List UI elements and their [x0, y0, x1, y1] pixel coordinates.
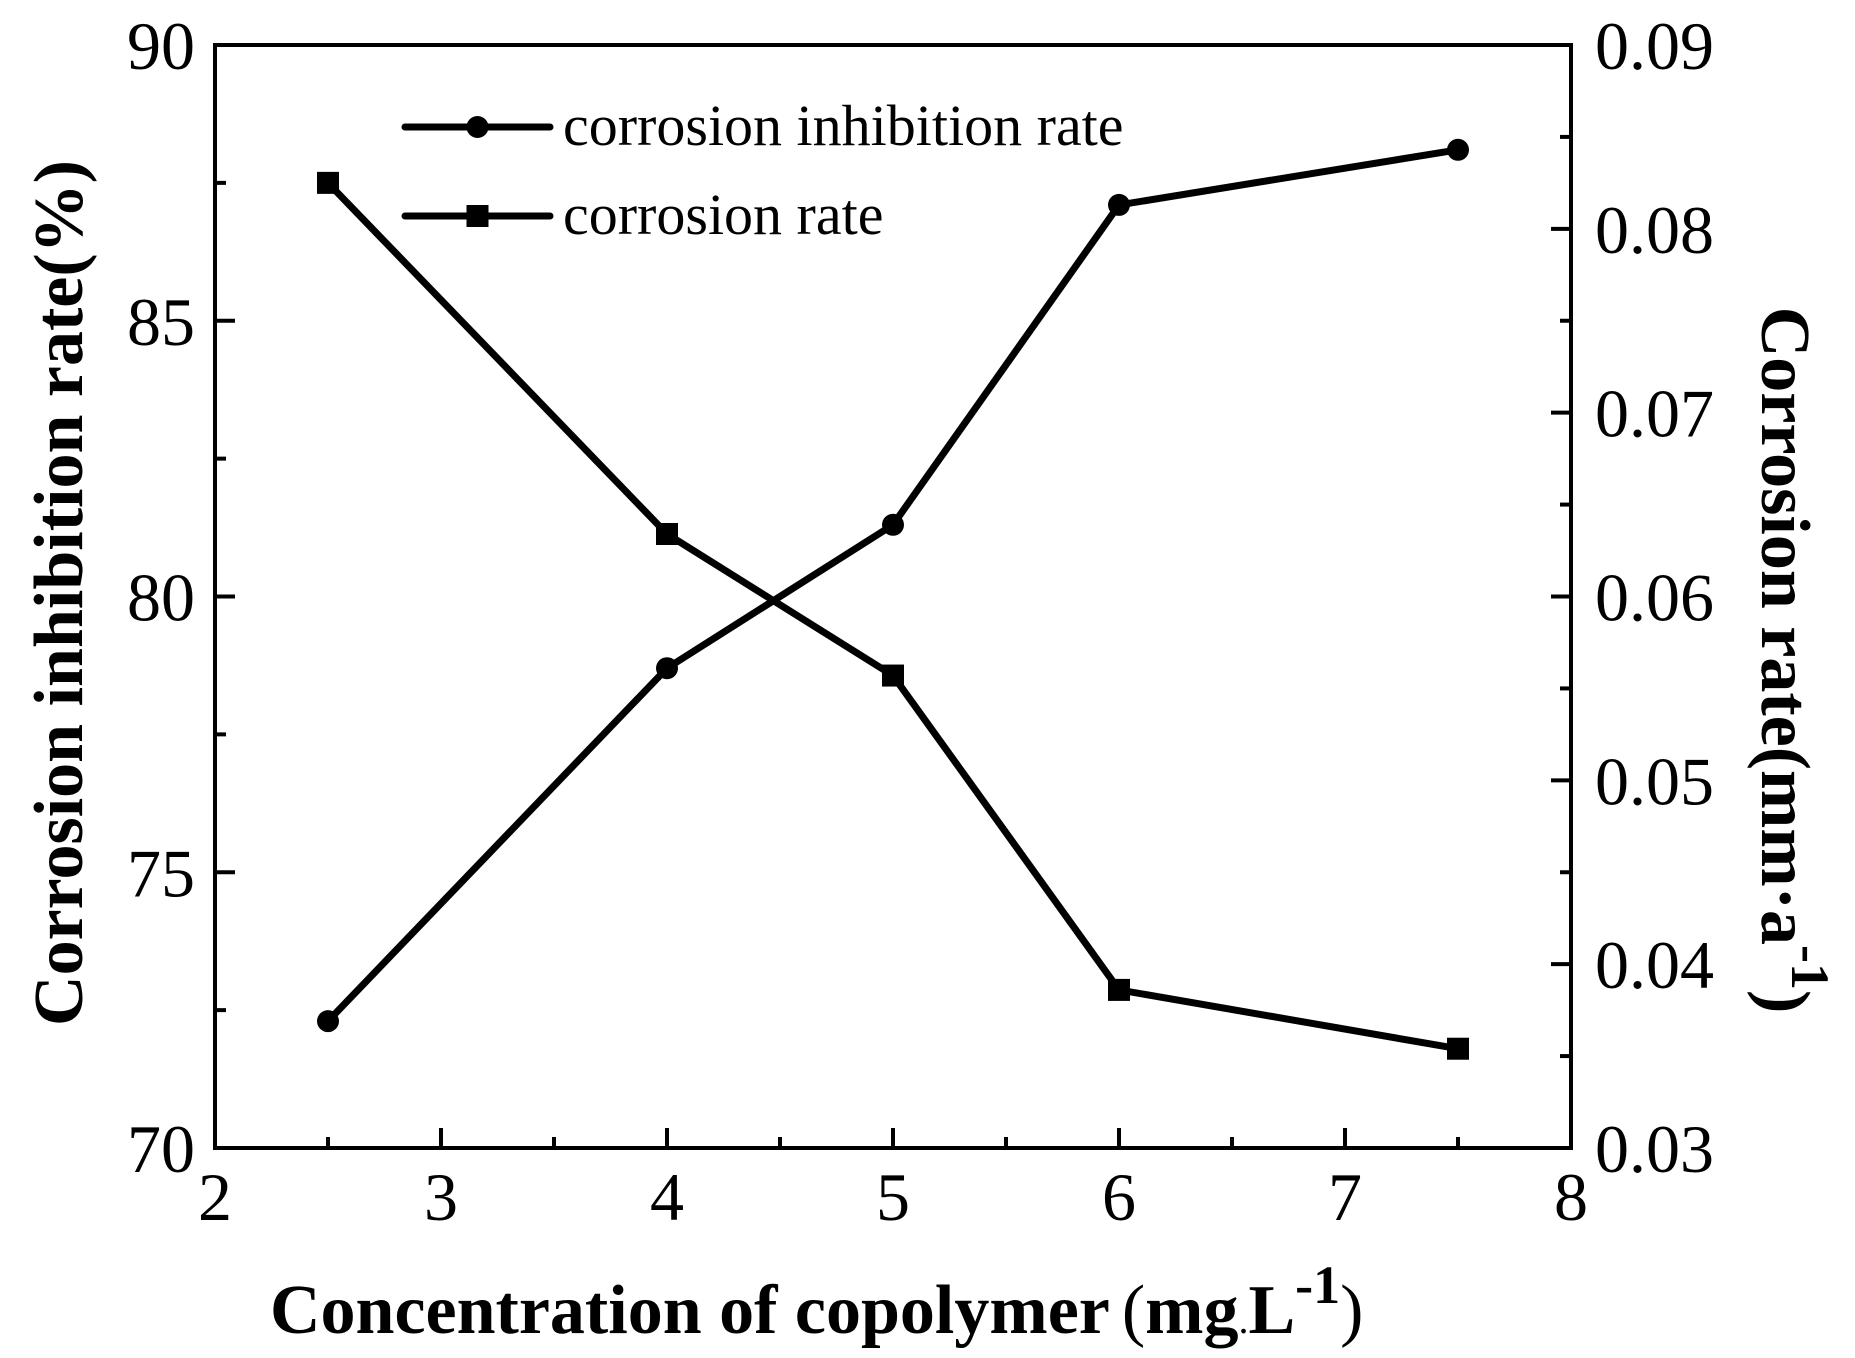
data-point-corrosion-inhibition-rate — [317, 1010, 339, 1033]
data-point-corrosion-rate — [317, 171, 339, 194]
y-left-axis-title: Corrosion inhibition rate(%) — [21, 160, 98, 1026]
x-tick-label: 8 — [1554, 1159, 1588, 1235]
y-right-tick-label: 0.04 — [1595, 927, 1714, 1003]
data-point-corrosion-rate — [882, 664, 904, 687]
x-tick-label: 2 — [198, 1159, 232, 1235]
ticks: 2 3 4 5 6 7 8 70 75 80 85 90 0.03 0.04 0.05 0.06 0.07 0.0… — [127, 8, 1714, 1235]
x-tick-label: 3 — [424, 1159, 458, 1235]
series-line-corrosion-inhibition-rate — [324, 146, 1462, 1025]
legend-marker-corrosion-rate — [466, 205, 489, 227]
legend-label-corrosion-rate: corrosion rate — [563, 182, 883, 247]
series-line-corrosion-rate — [324, 179, 1462, 1053]
data-point-corrosion-inhibition-rate — [1447, 138, 1469, 161]
x-tick-label: 5 — [876, 1159, 910, 1235]
legend-label-corrosion-inhibition-rate: corrosion inhibition rate — [563, 93, 1124, 158]
y-left-tick-label: 70 — [127, 1111, 195, 1187]
data-point-corrosion-rate — [656, 522, 678, 545]
y-right-tick-label: 0.03 — [1595, 1111, 1714, 1187]
data-point-corrosion-inhibition-rate — [656, 657, 678, 680]
data-point-corrosion-rate — [1108, 978, 1130, 1001]
data-point-corrosion-inhibition-rate — [882, 513, 904, 536]
x-tick-label: 6 — [1102, 1159, 1136, 1235]
y-right-tick-label: 0.06 — [1595, 560, 1714, 636]
y-right-tick-label: 0.05 — [1595, 743, 1714, 819]
series — [317, 138, 1469, 1060]
y-right-tick-label: 0.08 — [1595, 192, 1714, 268]
legend: corrosion inhibition rate corrosion rate — [401, 93, 1124, 247]
plot-frame — [213, 43, 1573, 1150]
y-right-tick-label: 0.09 — [1595, 8, 1714, 84]
x-tick-label: 4 — [650, 1159, 684, 1235]
legend-marker-corrosion-inhibition-rate — [466, 116, 489, 138]
y-right-tick-label: 0.07 — [1595, 376, 1714, 452]
y-left-tick-label: 80 — [127, 560, 195, 636]
y-left-tick-label: 85 — [127, 284, 195, 360]
y-left-tick-label: 75 — [127, 835, 195, 911]
y-left-tick-label: 90 — [127, 8, 195, 84]
y-right-axis-title: Corrosion rate(mm·a-1) — [1746, 307, 1840, 1014]
x-tick-label: 7 — [1328, 1159, 1362, 1235]
data-point-corrosion-inhibition-rate — [1108, 193, 1130, 216]
x-axis-title: Concentration of copolymer (mg.L-1) — [270, 1255, 1363, 1349]
data-point-corrosion-rate — [1447, 1037, 1469, 1060]
axes — [213, 43, 1573, 1150]
